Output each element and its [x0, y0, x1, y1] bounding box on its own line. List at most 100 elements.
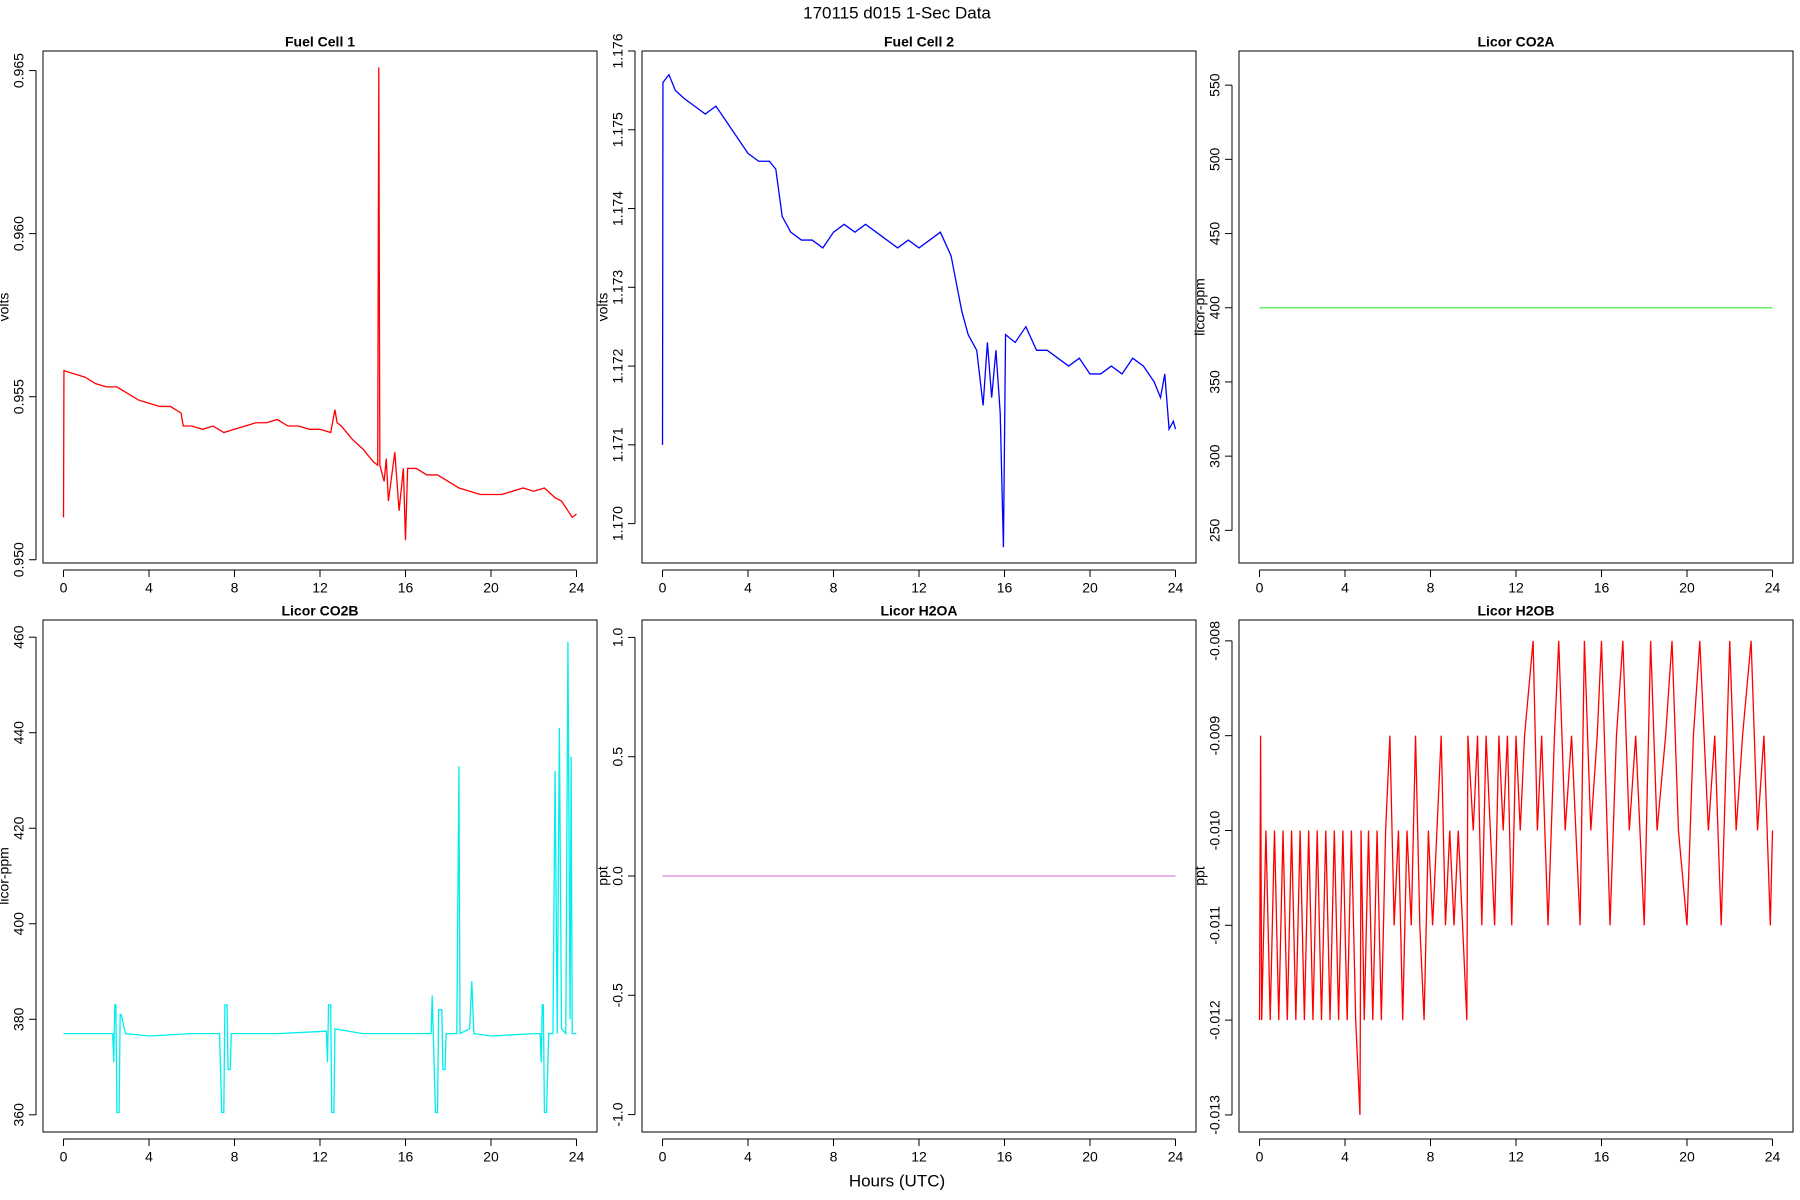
x-tick-label: 8 — [231, 580, 239, 596]
y-axis-label: licor-ppm — [0, 847, 12, 905]
y-tick-label: -0.5 — [610, 983, 626, 1007]
x-tick-label: 24 — [569, 580, 585, 596]
x-tick-label: 12 — [312, 580, 328, 596]
y-tick-label: 460 — [11, 625, 27, 649]
y-tick-label: 1.175 — [610, 112, 626, 147]
x-tick-label: 20 — [483, 1149, 499, 1165]
plot-frame — [1238, 619, 1794, 1133]
data-line — [1258, 640, 1774, 1115]
y-tick-label: 1.0 — [610, 627, 626, 647]
x-tick-label: 4 — [1341, 1149, 1349, 1165]
x-tick-label: 16 — [398, 1149, 414, 1165]
y-tick-label: 0.950 — [11, 542, 27, 577]
y-tick-label: 440 — [11, 721, 27, 745]
x-tick-label: 24 — [1765, 580, 1781, 596]
y-tick-label: 400 — [1207, 296, 1223, 320]
y-tick-label: -1.0 — [610, 1102, 626, 1126]
y-tick-label: 550 — [1207, 73, 1223, 97]
y-tick-label: -0.010 — [1207, 810, 1223, 850]
plot-frame — [641, 50, 1197, 564]
x-tick-label: 24 — [1168, 580, 1184, 596]
y-tick-label: 360 — [11, 1103, 27, 1127]
x-tick-label: 20 — [1082, 580, 1098, 596]
data-line — [63, 641, 577, 1114]
y-tick-label: 1.171 — [610, 427, 626, 462]
panel-title: Licor H2OB — [1477, 603, 1554, 619]
y-axis-label: ppt — [595, 866, 611, 886]
x-tick-label: 16 — [997, 1149, 1013, 1165]
panel-title: Licor CO2B — [281, 603, 358, 619]
y-axis-label: volts — [0, 293, 12, 322]
y-tick-label: 1.176 — [610, 33, 626, 68]
y-tick-label: 1.174 — [610, 191, 626, 226]
x-tick-label: 24 — [1168, 1149, 1184, 1165]
x-tick-label: 12 — [911, 1149, 927, 1165]
x-tick-label: 16 — [398, 580, 414, 596]
x-tick-label: 8 — [1427, 1149, 1435, 1165]
x-tick-label: 24 — [569, 1149, 585, 1165]
panel-title: Fuel Cell 2 — [884, 34, 954, 50]
y-tick-label: 1.173 — [610, 270, 626, 305]
y-tick-label: 1.170 — [610, 506, 626, 541]
x-tick-label: 20 — [1082, 1149, 1098, 1165]
y-tick-label: 500 — [1207, 147, 1223, 171]
y-tick-label: 0.960 — [11, 216, 27, 251]
y-tick-label: 1.172 — [610, 348, 626, 383]
y-tick-label: -0.013 — [1207, 1095, 1223, 1135]
x-tick-label: 4 — [1341, 580, 1349, 596]
x-tick-label: 8 — [830, 580, 838, 596]
x-tick-label: 16 — [997, 580, 1013, 596]
x-tick-label: 8 — [830, 1149, 838, 1165]
x-tick-label: 8 — [1427, 580, 1435, 596]
plot-frame — [641, 619, 1197, 1133]
panel-title: Fuel Cell 1 — [285, 34, 355, 50]
y-axis-label: ppt — [1192, 866, 1208, 886]
x-tick-label: 12 — [1508, 1149, 1524, 1165]
y-tick-label: 0.0 — [610, 866, 626, 886]
x-tick-label: 0 — [1256, 580, 1264, 596]
y-tick-label: 0.5 — [610, 747, 626, 767]
y-axis-label: volts — [595, 293, 611, 322]
x-tick-label: 4 — [744, 1149, 752, 1165]
plot-frame — [1238, 50, 1794, 564]
x-tick-label: 24 — [1765, 1149, 1781, 1165]
y-tick-label: 380 — [11, 1007, 27, 1031]
y-tick-label: 400 — [11, 912, 27, 936]
plot-frame — [42, 619, 598, 1133]
y-tick-label: 0.965 — [11, 53, 27, 88]
y-tick-label: -0.008 — [1207, 621, 1223, 661]
x-tick-label: 8 — [231, 1149, 239, 1165]
y-tick-label: 0.955 — [11, 379, 27, 414]
x-tick-label: 4 — [145, 580, 153, 596]
y-tick-label: -0.009 — [1207, 716, 1223, 756]
y-tick-label: 450 — [1207, 222, 1223, 246]
y-tick-label: 250 — [1207, 518, 1223, 542]
y-tick-label: 300 — [1207, 444, 1223, 468]
x-tick-label: 0 — [1256, 1149, 1264, 1165]
x-tick-label: 16 — [1594, 1149, 1610, 1165]
x-tick-label: 0 — [60, 580, 68, 596]
x-tick-label: 4 — [744, 580, 752, 596]
panel-title: Licor CO2A — [1477, 34, 1554, 50]
data-line — [661, 73, 1177, 548]
x-tick-label: 0 — [659, 580, 667, 596]
panel-title: Licor H2OA — [880, 603, 957, 619]
main-title: 170115 d015 1-Sec Data — [803, 3, 991, 22]
y-tick-label: 420 — [11, 816, 27, 840]
x-tick-label: 12 — [312, 1149, 328, 1165]
x-tick-label: 20 — [1679, 1149, 1695, 1165]
x-tick-label: 0 — [60, 1149, 68, 1165]
y-tick-label: -0.012 — [1207, 1000, 1223, 1040]
plot-frame — [42, 50, 598, 564]
y-tick-label: -0.011 — [1207, 906, 1223, 945]
x-tick-label: 12 — [1508, 580, 1524, 596]
y-axis-label: licor-ppm — [1192, 278, 1208, 336]
x-tick-label: 20 — [483, 580, 499, 596]
x-tick-label: 20 — [1679, 580, 1695, 596]
x-tick-label: 12 — [911, 580, 927, 596]
x-tick-label: 4 — [145, 1149, 153, 1165]
y-tick-label: 350 — [1207, 370, 1223, 394]
x-axis-label: Hours (UTC) — [849, 1171, 945, 1190]
